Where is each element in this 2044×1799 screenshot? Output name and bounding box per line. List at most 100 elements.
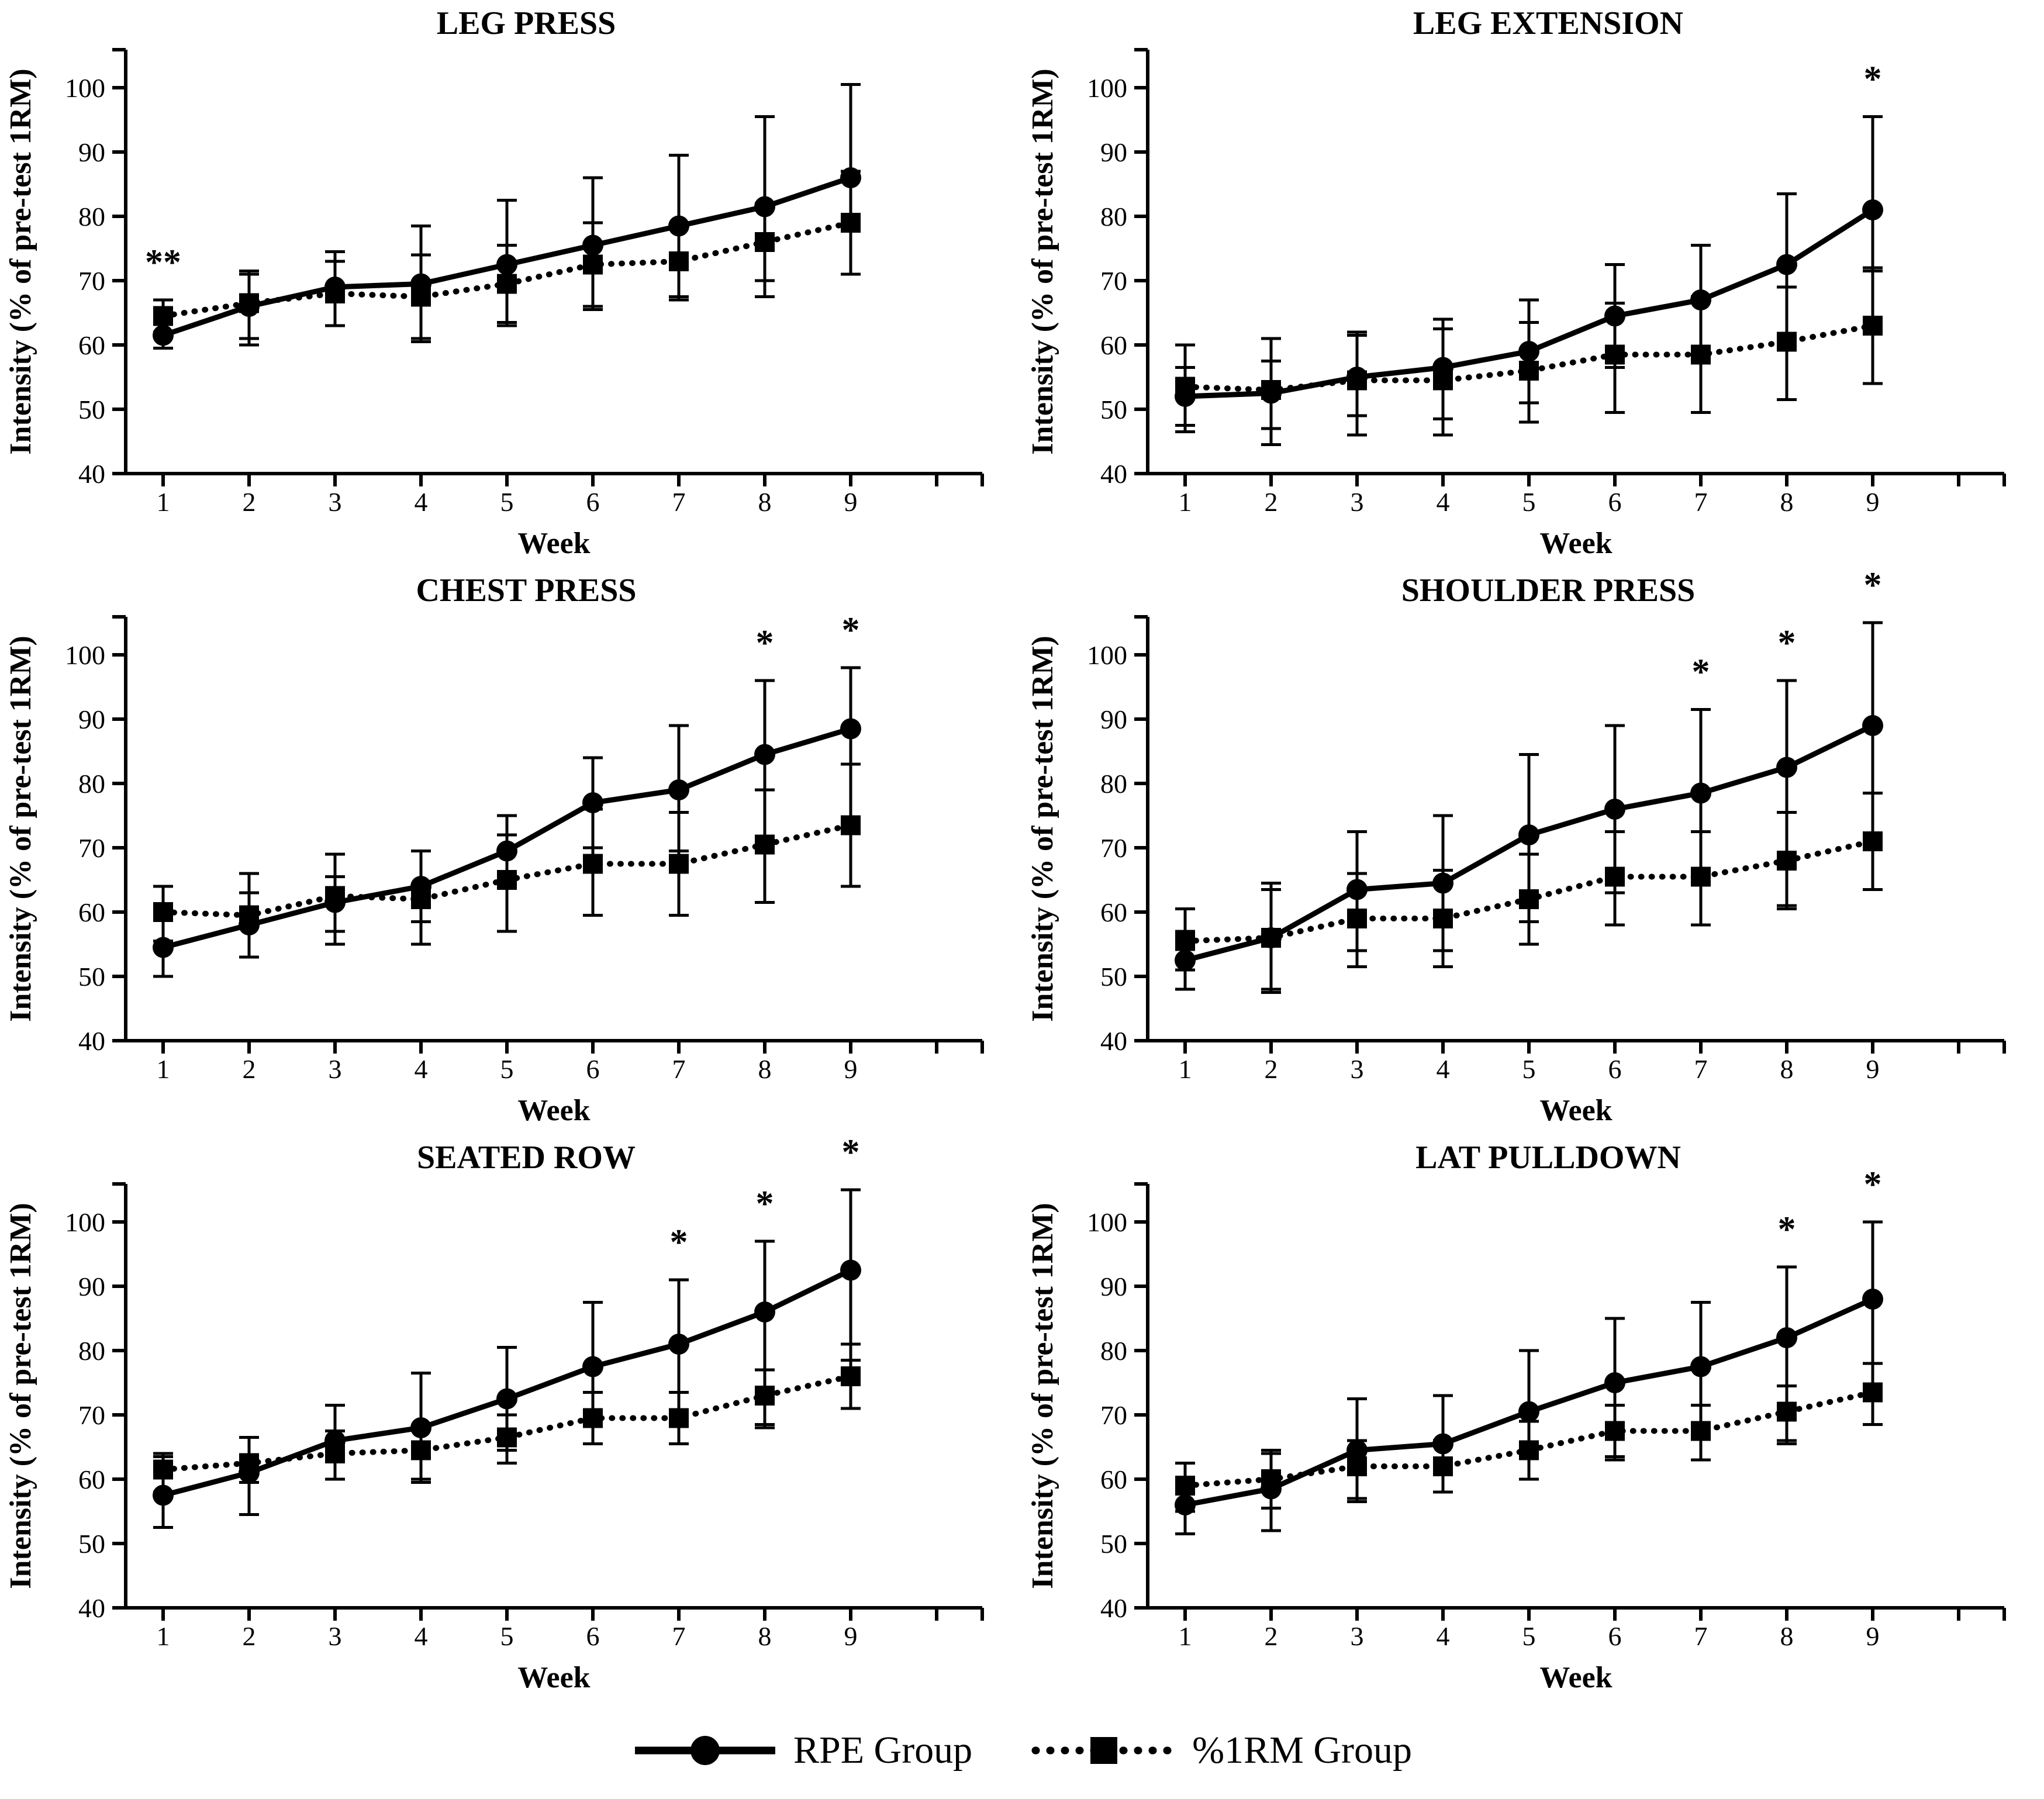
square-marker xyxy=(411,889,431,909)
charts-grid: LEG PRESS 40 50 60 70 80 90 100 1 2 3 4 5 6 7 8 9 Week Int… xyxy=(0,0,2044,1694)
circle-marker xyxy=(1175,1494,1196,1515)
circle-marker xyxy=(496,840,517,862)
y-tick-label: 50 xyxy=(1100,395,1127,424)
circle-marker xyxy=(1346,1439,1368,1461)
x-tick-label: 3 xyxy=(1351,487,1364,517)
x-tick-label: 1 xyxy=(157,1054,170,1084)
axes xyxy=(112,615,984,1054)
y-tick-label: 50 xyxy=(78,1529,105,1559)
square-marker xyxy=(1175,377,1195,397)
chart-leg-extension: LEG EXTENSION 40 50 60 70 80 90 100 1 2 3 4 5 6 7 8 9 Wee… xyxy=(1026,5,2006,560)
square-marker xyxy=(325,1444,345,1463)
square-marker xyxy=(1777,332,1797,352)
y-tick-label: 90 xyxy=(78,705,105,734)
square-marker xyxy=(1261,380,1281,400)
circle-marker xyxy=(496,254,517,275)
y-tick-label: 60 xyxy=(78,330,105,360)
y-tick-label: 90 xyxy=(78,1272,105,1301)
rpe-solid-line-circle-icon xyxy=(634,1735,775,1765)
y-tick-label: 60 xyxy=(78,897,105,927)
x-tick-label: 9 xyxy=(844,1054,858,1084)
significance-marker: * xyxy=(670,1223,688,1262)
axes xyxy=(1134,48,2006,486)
y-tick-label: 80 xyxy=(78,769,105,799)
tick-labels: 40 50 60 70 80 90 100 1 2 3 4 5 6 7 8 9 xyxy=(65,640,858,1084)
circle-marker xyxy=(582,1356,603,1377)
circle-marker xyxy=(153,1484,174,1506)
circle-marker xyxy=(1518,1401,1539,1422)
legend-item-rpe: RPE Group xyxy=(632,1728,972,1773)
tick-labels: 40 50 60 70 80 90 100 1 2 3 4 5 6 7 8 9 xyxy=(65,1207,858,1651)
y-tick-label: 60 xyxy=(1100,897,1127,927)
x-tick-label: 2 xyxy=(1265,487,1278,517)
y-tick-label: 100 xyxy=(1087,1207,1127,1237)
y-tick-label: 50 xyxy=(78,395,105,424)
x-tick-label: 5 xyxy=(500,487,514,517)
significance-marker: * xyxy=(1864,567,1882,605)
square-marker xyxy=(583,854,603,874)
y-axis-label: Intensity (% of pre-test 1RM) xyxy=(4,68,37,454)
y-tick-label: 70 xyxy=(1100,1400,1127,1430)
square-marker xyxy=(583,254,603,275)
square-marker xyxy=(239,1453,259,1473)
y-tick-label: 40 xyxy=(1100,459,1127,489)
circle-marker xyxy=(754,744,775,765)
square-marker xyxy=(1347,909,1367,928)
circle-marker xyxy=(1690,782,1711,804)
y-tick-label: 90 xyxy=(78,137,105,167)
axes xyxy=(112,1182,984,1621)
x-tick-label: 8 xyxy=(758,487,772,517)
x-tick-label: 3 xyxy=(329,1054,342,1084)
circle-marker xyxy=(1432,872,1453,894)
x-tick-label: 6 xyxy=(1608,487,1622,517)
chart-chest-press: CHEST PRESS 40 50 60 70 80 90 100 1 2 3 4 5 6 7 8 9 Week I… xyxy=(4,572,984,1127)
x-tick-label: 4 xyxy=(415,487,428,517)
chart-title: LAT PULLDOWN xyxy=(1415,1140,1681,1176)
x-tick-label: 2 xyxy=(243,1054,256,1084)
y-tick-label: 70 xyxy=(1100,833,1127,863)
chart-cell-leg-press: LEG PRESS 40 50 60 70 80 90 100 1 2 3 4 5 6 7 8 9 Week Int… xyxy=(0,0,1022,567)
y-tick-label: 40 xyxy=(1100,1593,1127,1623)
square-marker xyxy=(669,854,689,874)
square-marker xyxy=(1519,361,1539,381)
x-tick-label: 9 xyxy=(1866,487,1880,517)
circle-marker xyxy=(582,792,603,813)
significance-marker: * xyxy=(842,1134,860,1172)
square-marker xyxy=(1691,1421,1711,1441)
x-tick-label: 9 xyxy=(844,487,858,517)
x-tick-label: 7 xyxy=(1694,487,1708,517)
square-marker xyxy=(755,834,775,855)
legend-label-1rm: %1RM Group xyxy=(1192,1728,1412,1772)
y-tick-label: 50 xyxy=(1100,962,1127,992)
chart-cell-chest-press: CHEST PRESS 40 50 60 70 80 90 100 1 2 3 4 5 6 7 8 9 Week I… xyxy=(0,567,1022,1134)
y-tick-label: 100 xyxy=(1087,640,1127,670)
x-tick-label: 3 xyxy=(1351,1621,1364,1651)
chart-title: LEG PRESS xyxy=(437,5,616,42)
circle-marker xyxy=(668,215,689,237)
circle-marker xyxy=(153,324,174,346)
square-marker xyxy=(325,284,345,303)
square-marker xyxy=(1605,866,1625,887)
tick-labels: 40 50 60 70 80 90 100 1 2 3 4 5 6 7 8 9 xyxy=(1087,1207,1880,1651)
x-axis-label: Week xyxy=(517,1094,590,1127)
square-marker xyxy=(669,1408,689,1428)
square-marker xyxy=(411,286,431,307)
square-marker xyxy=(1175,1476,1195,1496)
circle-marker xyxy=(1518,341,1539,362)
square-marker xyxy=(841,1366,861,1386)
circle-marker xyxy=(840,718,861,740)
chart-seated-row: SEATED ROW 40 50 60 70 80 90 100 1 2 3 4 5 6 7 8 9 Week In… xyxy=(4,1134,984,1694)
circle-marker xyxy=(754,196,775,217)
y-tick-label: 40 xyxy=(78,1593,105,1623)
square-marker xyxy=(1433,1456,1453,1476)
y-tick-label: 80 xyxy=(1100,202,1127,232)
x-tick-label: 4 xyxy=(415,1621,428,1651)
y-tick-label: 100 xyxy=(65,73,105,103)
series--1rm-group xyxy=(1175,1382,1883,1496)
square-marker xyxy=(755,232,775,252)
y-tick-label: 90 xyxy=(1100,1272,1127,1301)
y-tick-label: 50 xyxy=(1100,1529,1127,1559)
series--1rm-group xyxy=(153,1366,861,1480)
tick-labels: 40 50 60 70 80 90 100 1 2 3 4 5 6 7 8 9 xyxy=(1087,640,1880,1084)
chart-cell-leg-extension: LEG EXTENSION 40 50 60 70 80 90 100 1 2 3 4 5 6 7 8 9 Wee… xyxy=(1022,0,2044,567)
